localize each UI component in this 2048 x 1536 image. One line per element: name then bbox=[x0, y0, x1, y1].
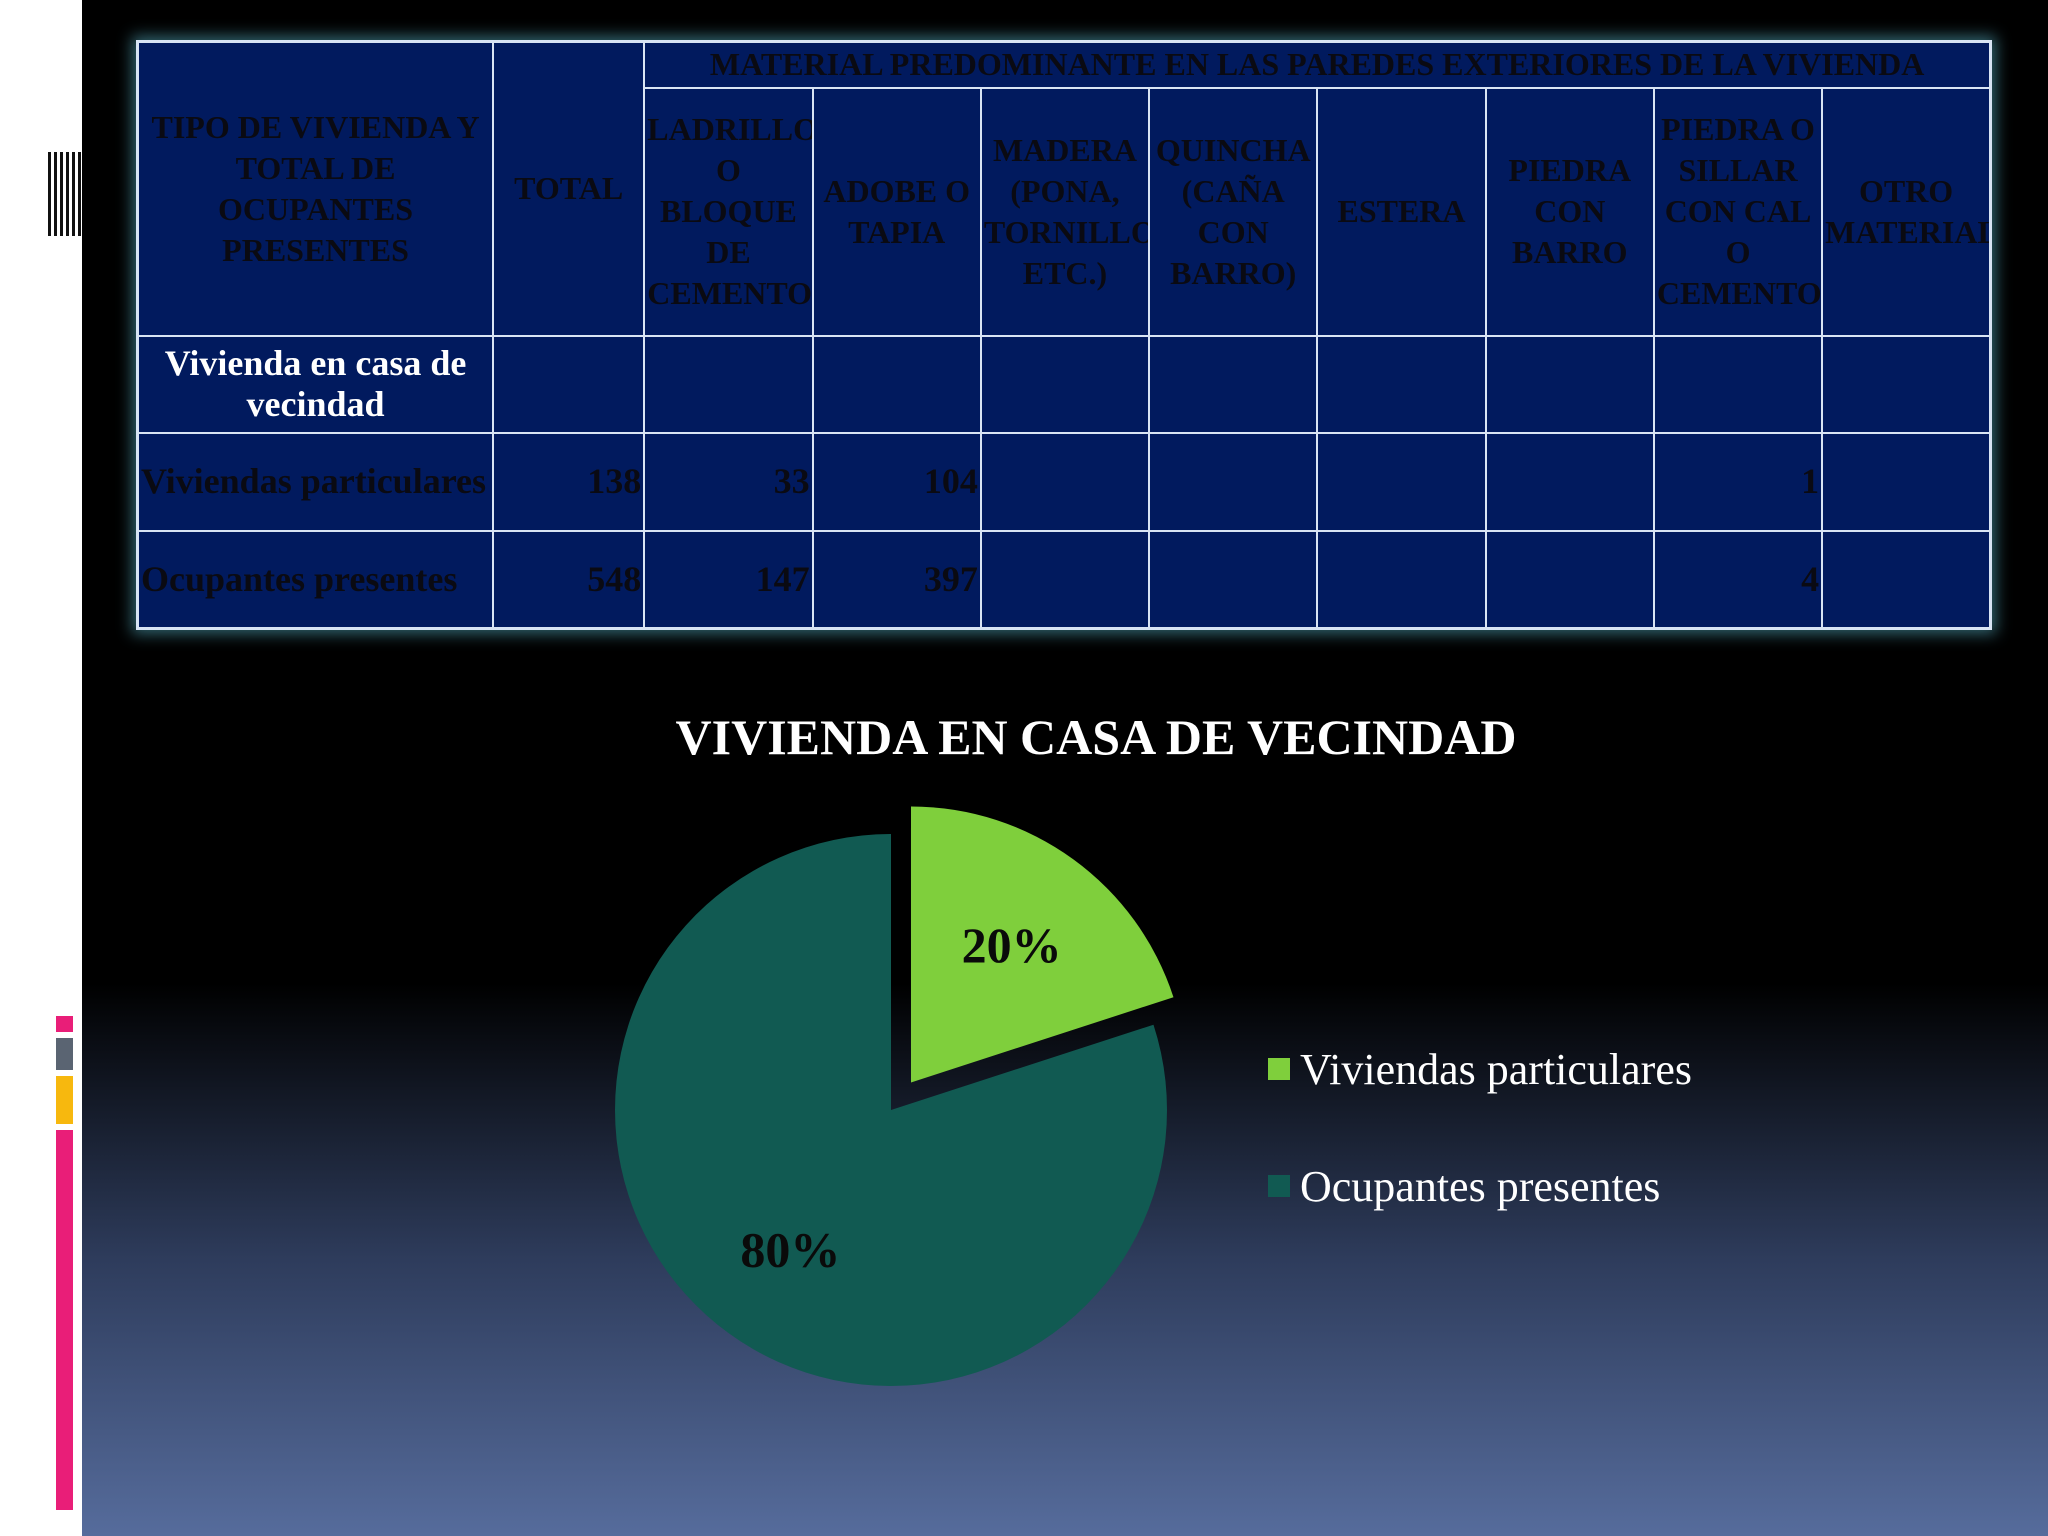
chart-title: VIVIENDA EN CASA DE VECINDAD bbox=[675, 709, 1517, 765]
table-cell bbox=[1148, 432, 1319, 532]
pie-slice-ocupantes bbox=[615, 834, 1168, 1386]
accent-bar-pink-top bbox=[56, 1016, 73, 1032]
table-row: Vivienda en casa de vecindad bbox=[136, 334, 1992, 435]
accent-bar-pink bbox=[56, 1130, 73, 1510]
legend-label: Viviendas particulares bbox=[1300, 1044, 1692, 1094]
legend-item-viviendas: Viviendas particulares bbox=[1268, 1044, 1692, 1094]
table-cell bbox=[811, 334, 982, 435]
header-group: MATERIAL PREDOMINANTE EN LAS PAREDES EXT… bbox=[643, 40, 1992, 89]
table-cell bbox=[979, 432, 1151, 532]
table-cell bbox=[1316, 334, 1487, 435]
column-header: MADERA (PONA, TORNILLO, ETC.) bbox=[979, 86, 1151, 337]
table-cell bbox=[1821, 432, 1992, 532]
pie-data-label: 20% bbox=[962, 917, 1062, 973]
table-cell: 1 bbox=[1652, 432, 1824, 532]
column-header: LADRILLO O BLOQUE DE CEMENTO bbox=[643, 86, 814, 337]
column-header: PIEDRA CON BARRO bbox=[1484, 86, 1655, 337]
table-cell bbox=[1484, 529, 1655, 630]
legend-swatch bbox=[1268, 1175, 1290, 1197]
column-header: ADOBE O TAPIA bbox=[811, 86, 982, 337]
table-cell bbox=[979, 529, 1151, 630]
table-cell bbox=[1821, 334, 1992, 435]
row-label: Ocupantes presentes bbox=[136, 529, 495, 630]
table-cell: 104 bbox=[811, 432, 982, 532]
table-cell bbox=[979, 334, 1151, 435]
row-label: Viviendas particulares bbox=[136, 432, 495, 532]
header-row-label: TIPO DE VIVIENDA Y TOTAL DE OCUPANTES PR… bbox=[136, 40, 495, 337]
table-cell bbox=[643, 334, 814, 435]
header-total: TOTAL bbox=[492, 40, 646, 337]
pie-data-label: 80% bbox=[740, 1221, 840, 1277]
table-cell: 397 bbox=[811, 529, 982, 630]
table-row: Viviendas particulares 138 33 104 1 bbox=[136, 432, 1992, 532]
table-cell bbox=[1484, 432, 1655, 532]
pie-slice-viviendas bbox=[910, 806, 1174, 1083]
table-cell bbox=[1821, 529, 1992, 630]
table-row: Ocupantes presentes 548 147 397 4 bbox=[136, 529, 1992, 630]
table-cell bbox=[1652, 334, 1824, 435]
data-table: TIPO DE VIVIENDA Y TOTAL DE OCUPANTES PR… bbox=[136, 40, 1992, 630]
column-header: QUINCHA (CAÑA CON BARRO) bbox=[1148, 86, 1319, 337]
legend-swatch bbox=[1268, 1058, 1290, 1080]
table-cell bbox=[1316, 529, 1487, 630]
cell-total bbox=[492, 334, 646, 435]
table-cell: 4 bbox=[1652, 529, 1824, 630]
column-header: ESTERA bbox=[1316, 86, 1487, 337]
accent-bar-yellow bbox=[56, 1076, 73, 1124]
legend-item-ocupantes: Ocupantes presentes bbox=[1268, 1161, 1660, 1211]
table-cell bbox=[1484, 334, 1655, 435]
accent-bar-gray bbox=[56, 1038, 73, 1070]
barcode-icon bbox=[48, 152, 82, 236]
legend-label: Ocupantes presentes bbox=[1300, 1161, 1661, 1211]
table-cell bbox=[1148, 529, 1319, 630]
column-header: OTRO MATERIAL bbox=[1821, 86, 1992, 337]
table-cell bbox=[1148, 334, 1319, 435]
table-cell bbox=[1316, 432, 1487, 532]
table-cell: 147 bbox=[643, 529, 814, 630]
cell-total: 138 bbox=[492, 432, 646, 532]
slide-sidebar bbox=[0, 0, 82, 1536]
column-header: PIEDRA O SILLAR CON CAL O CEMENTO bbox=[1652, 86, 1824, 337]
table-cell: 33 bbox=[643, 432, 814, 532]
cell-total: 548 bbox=[492, 529, 646, 630]
row-label: Vivienda en casa de vecindad bbox=[136, 334, 495, 435]
